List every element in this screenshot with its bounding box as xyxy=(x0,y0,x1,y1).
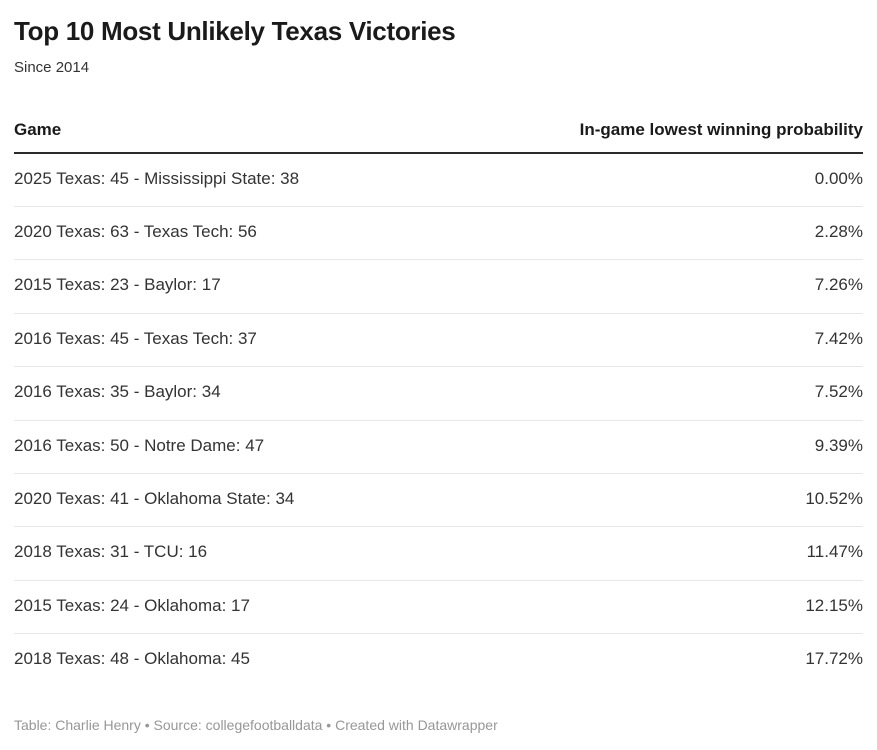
probability-cell: 10.52% xyxy=(439,473,863,528)
table-row: 2015 Texas: 23 - Baylor: 17 7.26% xyxy=(14,259,863,314)
game-cell: 2020 Texas: 41 - Oklahoma State: 34 xyxy=(14,473,440,528)
table-row: 2025 Texas: 45 - Mississippi State: 38 0.… xyxy=(14,152,863,208)
game-cell: 2018 Texas: 31 - TCU: 16 xyxy=(14,526,440,581)
table-row: 2015 Texas: 24 - Oklahoma: 17 12.15% xyxy=(14,580,863,635)
probability-cell: 17.72% xyxy=(805,649,863,669)
header-row: Game In-game lowest winning probability xyxy=(14,119,863,154)
table-row: 2016 Texas: 35 - Baylor: 34 7.52% xyxy=(14,366,863,421)
probability-cell: 11.47% xyxy=(439,526,863,581)
probability-cell: 12.15% xyxy=(439,580,863,635)
table-row: 2020 Texas: 63 - Texas Tech: 56 2.28% xyxy=(14,206,863,261)
table-row: 2016 Texas: 50 - Notre Dame: 47 9.39% xyxy=(14,420,863,475)
table-header: Game In-game lowest winning probability xyxy=(14,119,863,154)
table-row: 2020 Texas: 41 - Oklahoma State: 34 10.52… xyxy=(14,473,863,528)
game-cell: 2015 Texas: 23 - Baylor: 17 xyxy=(14,259,440,314)
table-row: 2018 Texas: 31 - TCU: 16 11.47% xyxy=(14,526,863,581)
probability-cell: 9.39% xyxy=(439,420,863,475)
game-cell: 2025 Texas: 45 - Mississippi State: 38 xyxy=(14,152,440,208)
table-row: 2018 Texas: 48 - Oklahoma: 45 17.72% xyxy=(14,634,863,687)
attribution-footer: Table: Charlie Henry • Source: collegefo… xyxy=(14,716,498,733)
probability-cell: 2.28% xyxy=(439,206,863,261)
page-title: Top 10 Most Unlikely Texas Victories xyxy=(14,16,456,46)
data-table: Game In-game lowest winning probability … xyxy=(14,119,863,687)
column-header-game: Game xyxy=(14,119,440,154)
probability-cell: 7.26% xyxy=(439,259,863,314)
game-cell: 2016 Texas: 35 - Baylor: 34 xyxy=(14,366,440,421)
table-row: 2016 Texas: 45 - Texas Tech: 37 7.42% xyxy=(14,313,863,368)
page-subtitle: Since 2014 xyxy=(14,59,90,77)
column-header-probability: In-game lowest winning probability xyxy=(439,119,863,154)
game-cell: 2020 Texas: 63 - Texas Tech: 56 xyxy=(14,206,440,261)
table-body: 2025 Texas: 45 - Mississippi State: 38 0.… xyxy=(14,152,863,687)
probability-cell: 0.00% xyxy=(439,152,863,208)
game-cell: 2016 Texas: 45 - Texas Tech: 37 xyxy=(14,313,440,368)
game-cell: 2018 Texas: 48 - Oklahoma: 45 xyxy=(14,649,250,669)
game-cell: 2016 Texas: 50 - Notre Dame: 47 xyxy=(14,420,440,475)
probability-cell: 7.52% xyxy=(439,366,863,421)
game-cell: 2015 Texas: 24 - Oklahoma: 17 xyxy=(14,580,440,635)
probability-cell: 7.42% xyxy=(439,313,863,368)
